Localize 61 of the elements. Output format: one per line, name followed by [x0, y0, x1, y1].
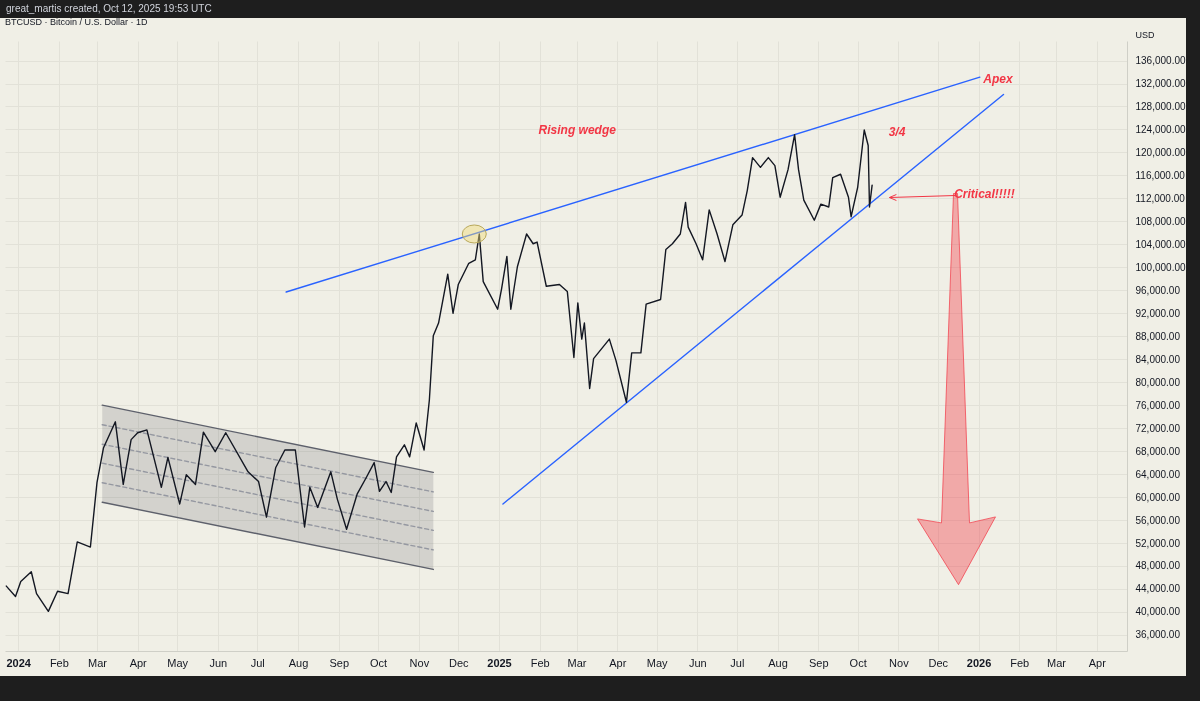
y-tick-label: 64,000.00 — [1135, 468, 1181, 480]
y-tick-label: 72,000.00 — [1135, 422, 1181, 434]
annotation: Critical!!!!! — [954, 186, 1015, 201]
x-tick-label: Dec — [928, 656, 949, 669]
y-tick-label: 68,000.00 — [1135, 445, 1181, 457]
y-tick-label: 128,000.00 — [1135, 100, 1186, 112]
y-tick-label: 104,000.00 — [1135, 238, 1186, 250]
x-tick-label: Feb — [49, 656, 69, 669]
y-tick-label: 132,000.00 — [1135, 78, 1186, 89]
y-tick-label: 112,000.00 — [1135, 192, 1186, 204]
x-tick-label: Mar — [1047, 656, 1067, 669]
x-tick-label: May — [167, 656, 189, 669]
x-tick-label: Jun — [209, 656, 228, 669]
x-tick-label: 2026 — [966, 656, 992, 669]
y-tick-label: 36,000.00 — [1135, 629, 1181, 641]
x-tick-label: Sep — [808, 656, 829, 669]
y-tick-label: 124,000.00 — [1135, 123, 1186, 135]
y-tick-label: 116,000.00 — [1135, 169, 1186, 181]
annotation: Apex — [982, 72, 1014, 87]
y-tick-label: 108,000.00 — [1135, 215, 1186, 227]
y-tick-label: 44,000.00 — [1135, 583, 1181, 595]
y-axis-title: USD — [1135, 29, 1155, 40]
x-tick-label: May — [646, 656, 669, 669]
x-tick-label: Aug — [288, 656, 309, 669]
y-tick-label: 84,000.00 — [1135, 353, 1181, 365]
x-tick-label: Oct — [370, 656, 388, 669]
y-tick-label: 76,000.00 — [1135, 399, 1181, 411]
x-tick-label: Mar — [87, 656, 108, 669]
x-tick-label: Feb — [1010, 656, 1030, 669]
y-tick-label: 52,000.00 — [1135, 537, 1181, 549]
x-tick-label: Apr — [1088, 656, 1107, 669]
x-tick-label: Aug — [768, 656, 788, 669]
y-tick-label: 40,000.00 — [1135, 606, 1181, 618]
y-tick-label: 88,000.00 — [1135, 330, 1181, 342]
annotation: 3/4 — [888, 124, 906, 139]
y-tick-label: 136,000.00 — [1135, 55, 1186, 67]
x-tick-label: Jun — [689, 656, 707, 669]
y-tick-label: 120,000.00 — [1135, 146, 1186, 158]
x-tick-label: Oct — [849, 656, 867, 669]
chart-title: BTCUSD · Bitcoin / U.S. Dollar · 1D — [5, 17, 149, 27]
x-tick-label: Feb — [530, 656, 550, 669]
x-tick-label: 2025 — [487, 656, 512, 669]
x-tick-label: Jul — [250, 656, 265, 669]
y-tick-label: 60,000.00 — [1135, 491, 1181, 503]
y-tick-label: 100,000.00 — [1135, 261, 1186, 273]
y-tick-label: 48,000.00 — [1135, 560, 1181, 572]
y-tick-label: 92,000.00 — [1135, 307, 1181, 319]
y-tick-label: 96,000.00 — [1135, 284, 1181, 296]
y-tick-label: 56,000.00 — [1135, 514, 1181, 526]
x-tick-label: Nov — [409, 656, 430, 669]
x-tick-label: Apr — [129, 656, 148, 669]
x-tick-label: 2024 — [6, 656, 32, 669]
x-tick-label: Apr — [609, 656, 627, 669]
x-tick-label: Mar — [567, 656, 587, 669]
x-tick-label: Dec — [448, 656, 470, 669]
annotation: Rising wedge — [538, 123, 617, 138]
x-tick-label: Jul — [730, 656, 745, 669]
x-tick-label: Sep — [329, 656, 349, 669]
text: great_martis created, Oct 12, 2025 19:53 UTC — [5, 2, 213, 16]
y-tick-label: 80,000.00 — [1135, 376, 1181, 388]
x-tick-label: Nov — [889, 656, 910, 669]
